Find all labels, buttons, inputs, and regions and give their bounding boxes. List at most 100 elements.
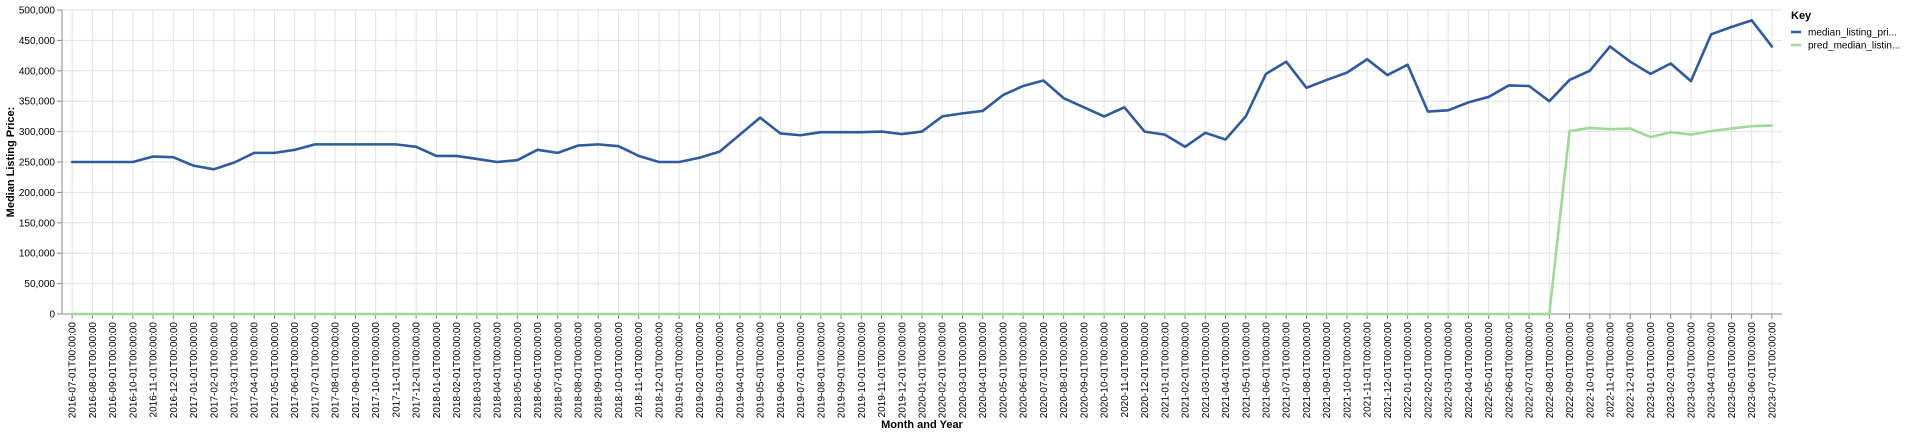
x-tick-label: 2018-08-01T00:00:00 bbox=[574, 322, 585, 419]
x-tick-label: 2020-07-01T00:00:00 bbox=[1039, 322, 1050, 419]
y-tick-label: 0 bbox=[49, 310, 55, 321]
y-axis-title: Median Listing Price: bbox=[5, 107, 17, 218]
x-tick-label: 2021-12-01T00:00:00 bbox=[1383, 322, 1394, 419]
x-tick-label: 2019-10-01T00:00:00 bbox=[857, 322, 868, 419]
y-tick-label: 500,000 bbox=[19, 6, 56, 17]
x-tick-label: 2018-02-01T00:00:00 bbox=[452, 322, 463, 419]
x-tick-label: 2021-11-01T00:00:00 bbox=[1363, 322, 1374, 418]
y-tick-label: 450,000 bbox=[19, 36, 56, 47]
x-tick-label: 2022-01-01T00:00:00 bbox=[1403, 322, 1414, 419]
x-tick-label: 2021-01-01T00:00:00 bbox=[1160, 322, 1171, 419]
legend-label: pred_median_listin... bbox=[1808, 41, 1900, 52]
x-tick-label: 2018-06-01T00:00:00 bbox=[533, 322, 544, 419]
x-tick-label: 2019-08-01T00:00:00 bbox=[816, 322, 827, 419]
x-tick-label: 2019-06-01T00:00:00 bbox=[776, 322, 787, 419]
x-tick-label: 2021-07-01T00:00:00 bbox=[1282, 322, 1293, 419]
x-tick-label: 2021-10-01T00:00:00 bbox=[1342, 322, 1353, 419]
x-tick-label: 2021-06-01T00:00:00 bbox=[1262, 322, 1273, 419]
x-tick-label: 2021-09-01T00:00:00 bbox=[1322, 322, 1333, 419]
x-tick-label: 2016-12-01T00:00:00 bbox=[169, 322, 180, 419]
x-tick-label: 2016-08-01T00:00:00 bbox=[88, 322, 99, 419]
x-tick-label: 2019-07-01T00:00:00 bbox=[796, 322, 807, 419]
x-tick-label: 2017-08-01T00:00:00 bbox=[331, 322, 342, 419]
x-tick-label: 2017-06-01T00:00:00 bbox=[290, 322, 301, 419]
x-tick-label: 2022-12-01T00:00:00 bbox=[1626, 322, 1637, 419]
x-tick-label: 2018-09-01T00:00:00 bbox=[594, 322, 605, 419]
x-tick-label: 2022-09-01T00:00:00 bbox=[1565, 322, 1576, 419]
x-tick-label: 2017-02-01T00:00:00 bbox=[209, 322, 220, 419]
legend-title: Key bbox=[1791, 10, 1812, 22]
x-tick-label: 2016-11-01T00:00:00 bbox=[149, 322, 160, 418]
x-tick-label: 2021-02-01T00:00:00 bbox=[1181, 322, 1192, 419]
x-tick-label: 2017-09-01T00:00:00 bbox=[351, 322, 362, 419]
y-tick-label: 400,000 bbox=[19, 66, 56, 77]
y-tick-label: 50,000 bbox=[24, 279, 55, 290]
series-lines bbox=[70, 19, 1774, 316]
x-tick-label: 2020-09-01T00:00:00 bbox=[1079, 322, 1090, 419]
x-tick-label: 2018-03-01T00:00:00 bbox=[472, 322, 483, 419]
x-tick-label: 2020-10-01T00:00:00 bbox=[1100, 322, 1111, 419]
x-tick-label: 2021-05-01T00:00:00 bbox=[1241, 322, 1252, 419]
x-tick-label: 2020-05-01T00:00:00 bbox=[998, 322, 1009, 419]
y-axis-ticks: 0 50,000 100,000 150,000 200,000 250,000 300,0… bbox=[19, 6, 62, 321]
y-tick-label: 100,000 bbox=[19, 249, 56, 260]
x-tick-label: 2017-01-01T00:00:00 bbox=[189, 322, 200, 419]
x-tick-label: 2016-07-01T00:00:00 bbox=[68, 322, 79, 419]
x-tick-label: 2023-02-01T00:00:00 bbox=[1666, 322, 1677, 419]
x-tick-label: 2023-04-01T00:00:00 bbox=[1707, 322, 1718, 419]
x-tick-label: 2022-11-01T00:00:00 bbox=[1606, 322, 1617, 418]
legend-label: median_listing_pri... bbox=[1808, 28, 1897, 39]
x-tick-label: 2020-01-01T00:00:00 bbox=[918, 322, 929, 419]
x-tick-label: 2022-05-01T00:00:00 bbox=[1484, 322, 1495, 419]
x-tick-label: 2018-12-01T00:00:00 bbox=[654, 322, 665, 419]
x-tick-label: 2023-07-01T00:00:00 bbox=[1767, 322, 1778, 419]
grid-lines bbox=[62, 9, 1782, 315]
x-tick-label: 2018-04-01T00:00:00 bbox=[493, 322, 504, 419]
legend: Key median_listing_pri... pred_median_lis… bbox=[1791, 10, 1900, 52]
x-tick-label: 2018-05-01T00:00:00 bbox=[513, 322, 524, 419]
x-tick-label: 2022-03-01T00:00:00 bbox=[1444, 322, 1455, 419]
x-tick-label: 2020-12-01T00:00:00 bbox=[1140, 322, 1151, 419]
x-tick-label: 2020-04-01T00:00:00 bbox=[978, 322, 989, 419]
x-tick-label: 2019-01-01T00:00:00 bbox=[675, 322, 686, 419]
y-tick-label: 150,000 bbox=[19, 218, 56, 229]
x-tick-label: 2022-06-01T00:00:00 bbox=[1504, 322, 1515, 419]
x-tick-label: 2019-09-01T00:00:00 bbox=[837, 322, 848, 419]
x-tick-label: 2020-06-01T00:00:00 bbox=[1019, 322, 1030, 419]
x-tick-label: 2018-10-01T00:00:00 bbox=[614, 322, 625, 419]
x-tick-label: 2018-07-01T00:00:00 bbox=[553, 322, 564, 419]
x-tick-label: 2021-04-01T00:00:00 bbox=[1221, 322, 1232, 419]
x-tick-label: 2022-04-01T00:00:00 bbox=[1464, 322, 1475, 419]
x-tick-label: 2023-03-01T00:00:00 bbox=[1686, 322, 1697, 419]
series-line-1 bbox=[70, 19, 1774, 171]
x-tick-label: 2019-11-01T00:00:00 bbox=[877, 322, 888, 418]
x-axis-ticks: 2016-07-01T00:00:00 2016-08-01T00:00:00 20… bbox=[68, 314, 1778, 419]
x-axis-title: Month and Year bbox=[881, 419, 963, 431]
x-tick-label: 2023-01-01T00:00:00 bbox=[1646, 322, 1657, 419]
x-tick-label: 2021-03-01T00:00:00 bbox=[1201, 322, 1212, 419]
x-tick-label: 2019-12-01T00:00:00 bbox=[897, 322, 908, 419]
x-tick-label: 2020-03-01T00:00:00 bbox=[958, 322, 969, 419]
x-tick-label: 2017-07-01T00:00:00 bbox=[310, 322, 321, 419]
x-tick-label: 2017-10-01T00:00:00 bbox=[371, 322, 382, 419]
x-tick-label: 2022-08-01T00:00:00 bbox=[1545, 322, 1556, 419]
y-tick-label: 350,000 bbox=[19, 97, 56, 108]
x-tick-label: 2017-11-01T00:00:00 bbox=[391, 322, 402, 418]
x-tick-label: 2016-10-01T00:00:00 bbox=[128, 322, 139, 419]
x-tick-label: 2019-02-01T00:00:00 bbox=[695, 322, 706, 419]
x-tick-label: 2018-11-01T00:00:00 bbox=[634, 322, 645, 418]
x-tick-label: 2019-03-01T00:00:00 bbox=[715, 322, 726, 419]
x-tick-label: 2021-08-01T00:00:00 bbox=[1302, 322, 1313, 419]
series-line-2 bbox=[70, 124, 1774, 316]
x-tick-label: 2020-11-01T00:00:00 bbox=[1120, 322, 1131, 418]
x-tick-label: 2019-04-01T00:00:00 bbox=[735, 322, 746, 419]
x-tick-label: 2017-04-01T00:00:00 bbox=[250, 322, 261, 419]
legend-items: median_listing_pri... pred_median_listin.… bbox=[1791, 28, 1900, 52]
x-tick-label: 2017-03-01T00:00:00 bbox=[230, 322, 241, 419]
x-tick-label: 2019-05-01T00:00:00 bbox=[756, 322, 767, 419]
x-tick-label: 2017-12-01T00:00:00 bbox=[412, 322, 423, 419]
x-tick-label: 2016-09-01T00:00:00 bbox=[108, 322, 119, 419]
x-tick-label: 2022-07-01T00:00:00 bbox=[1525, 322, 1536, 419]
y-tick-label: 250,000 bbox=[19, 158, 56, 169]
